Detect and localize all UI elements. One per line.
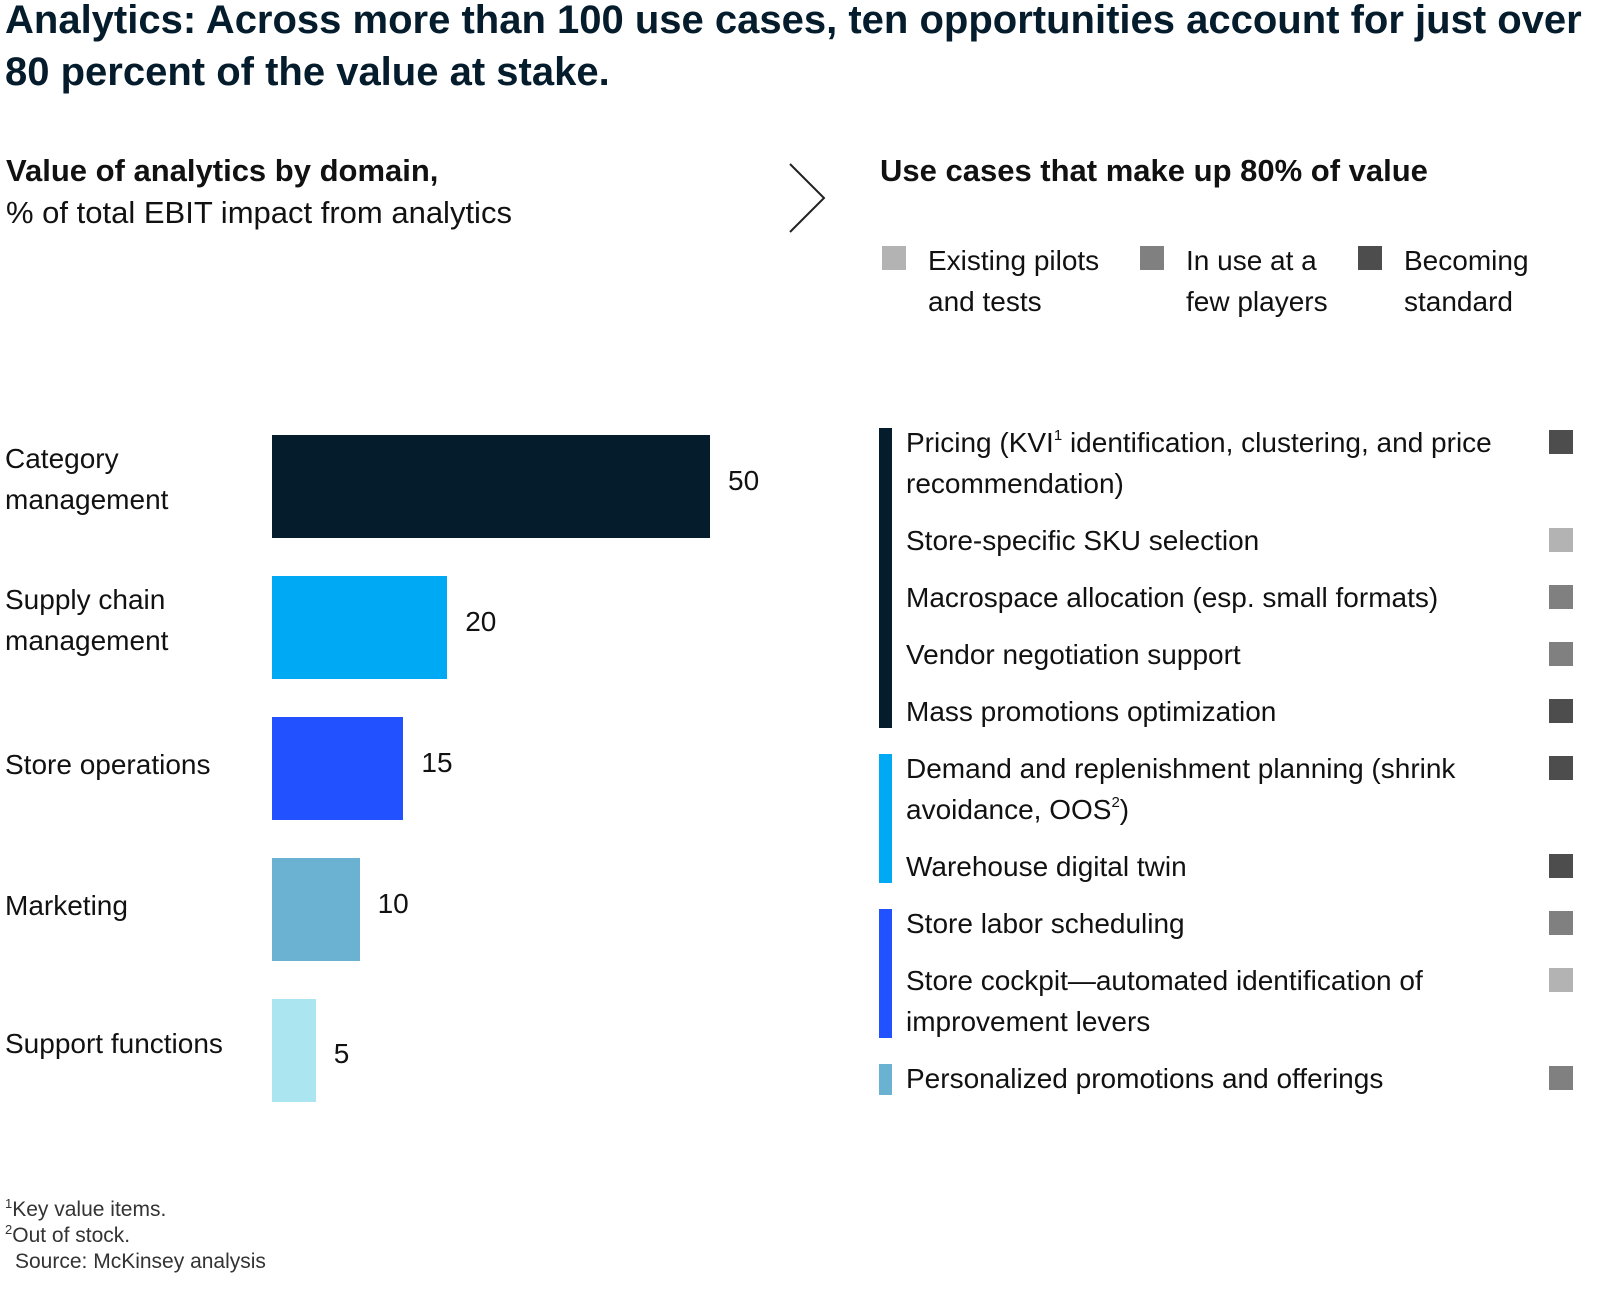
domain-group-bar xyxy=(879,1064,892,1095)
bar-value-label: 20 xyxy=(465,606,497,637)
page-title: Analytics: Across more than 100 use case… xyxy=(5,0,1582,94)
category-label: Support functions xyxy=(5,1028,223,1059)
status-marker xyxy=(1549,1066,1573,1090)
use-case-label: Store-specific SKU selection xyxy=(906,525,1260,556)
use-case-label: Vendor negotiation support xyxy=(906,639,1241,670)
category-label: Supply chain management xyxy=(5,584,169,656)
status-marker xyxy=(1549,528,1573,552)
status-marker xyxy=(1549,756,1573,780)
legend-swatch xyxy=(1358,246,1382,270)
bar xyxy=(272,576,448,679)
legend-label: In use at a few players xyxy=(1186,245,1328,317)
bar-value-label: 15 xyxy=(421,747,453,778)
bar-chart: Category management 50 Supply chain manageme… xyxy=(0,400,860,1120)
legend-label: Existing pilots and tests xyxy=(928,245,1100,317)
bar xyxy=(272,717,404,820)
category-label: Store operations xyxy=(5,749,211,780)
bar xyxy=(272,999,316,1102)
legend-swatch xyxy=(882,246,906,270)
use-case-label: Warehouse digital twin xyxy=(906,851,1187,882)
use-cases-heading: Use cases that make up 80% of value xyxy=(880,153,1428,188)
use-case-label: Mass promotions optimization xyxy=(906,696,1277,727)
bar xyxy=(272,435,710,538)
status-marker xyxy=(1549,699,1573,723)
status-marker xyxy=(1549,854,1573,878)
use-case-label: Store labor scheduling xyxy=(906,908,1185,939)
bar-value-label: 5 xyxy=(333,1038,350,1069)
bar-value-label: 10 xyxy=(377,888,409,919)
domain-group-bar xyxy=(879,909,892,1038)
bar xyxy=(272,858,360,961)
category-label: Marketing xyxy=(5,890,128,921)
footnotes: 1Key value items. 2Out of stock. Source:… xyxy=(5,1197,266,1275)
chart-heading: Value of analytics by domain, % of total… xyxy=(6,150,726,234)
domain-group-bar xyxy=(879,754,892,883)
status-marker xyxy=(1549,968,1573,992)
legend-label: Becoming standard xyxy=(1404,245,1529,317)
status-marker xyxy=(1549,430,1573,454)
legend-swatch xyxy=(1140,246,1164,270)
use-case-label: Personalized promotions and offerings xyxy=(906,1063,1384,1094)
status-marker xyxy=(1549,642,1573,666)
chart-title: Value of analytics by domain, xyxy=(6,153,439,188)
source-note: Source: McKinsey analysis xyxy=(15,1250,266,1273)
chevron-right-icon xyxy=(789,163,826,233)
use-case-label: Pricing (KVI1 identification, clustering… xyxy=(906,427,1492,499)
use-case-label: Demand and replenishment planning (shrin… xyxy=(906,753,1456,825)
status-marker xyxy=(1549,585,1573,609)
domain-group-bar xyxy=(879,428,892,728)
status-marker xyxy=(1549,911,1573,935)
use-case-label: Macrospace allocation (esp. small format… xyxy=(906,582,1439,613)
footnote-2: 2Out of stock. xyxy=(5,1222,131,1247)
category-label: Category management xyxy=(5,443,169,515)
chart-subtitle: % of total EBIT impact from analytics xyxy=(6,195,512,230)
footnote-1: 1Key value items. xyxy=(5,1196,167,1221)
bar-value-label: 50 xyxy=(728,465,760,496)
use-case-label: Store cockpit—automated identification o… xyxy=(906,965,1423,1037)
